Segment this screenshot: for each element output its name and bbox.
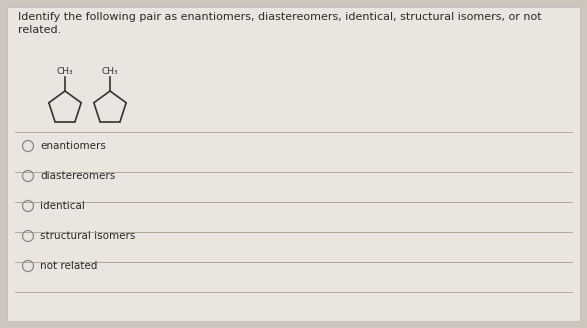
FancyBboxPatch shape bbox=[7, 7, 580, 321]
Text: not related: not related bbox=[40, 261, 97, 271]
Text: related.: related. bbox=[18, 25, 61, 35]
Text: enantiomers: enantiomers bbox=[40, 141, 106, 151]
Text: structural isomers: structural isomers bbox=[40, 231, 136, 241]
Text: diastereomers: diastereomers bbox=[40, 171, 115, 181]
Text: identical: identical bbox=[40, 201, 85, 211]
Text: CH₃: CH₃ bbox=[102, 67, 119, 76]
Text: CH₃: CH₃ bbox=[57, 67, 73, 76]
Text: Identify the following pair as enantiomers, diastereomers, identical, structural: Identify the following pair as enantiome… bbox=[18, 12, 542, 22]
